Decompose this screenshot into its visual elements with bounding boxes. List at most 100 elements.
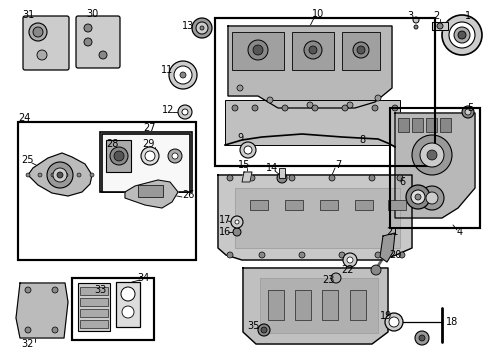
Circle shape xyxy=(33,27,43,37)
Bar xyxy=(80,309,108,317)
Circle shape xyxy=(226,175,232,181)
Bar xyxy=(217,20,432,164)
Circle shape xyxy=(342,253,356,267)
Circle shape xyxy=(282,105,287,111)
Text: 10: 10 xyxy=(311,9,324,19)
Bar xyxy=(260,278,377,333)
Circle shape xyxy=(258,324,269,336)
Bar xyxy=(20,124,195,259)
Circle shape xyxy=(252,45,263,55)
Circle shape xyxy=(26,173,30,177)
Circle shape xyxy=(169,61,197,89)
Circle shape xyxy=(230,216,243,228)
Circle shape xyxy=(47,162,73,188)
Bar xyxy=(138,185,163,197)
Circle shape xyxy=(419,143,443,167)
Circle shape xyxy=(51,173,55,177)
Circle shape xyxy=(436,23,442,29)
Circle shape xyxy=(419,186,443,210)
Text: 7: 7 xyxy=(334,160,341,170)
Text: 32: 32 xyxy=(22,339,34,349)
Text: 26: 26 xyxy=(182,190,194,200)
Bar xyxy=(74,280,154,340)
Circle shape xyxy=(261,327,266,333)
Bar xyxy=(391,110,479,228)
Circle shape xyxy=(192,18,212,38)
Text: 16: 16 xyxy=(219,227,231,237)
Text: 15: 15 xyxy=(237,160,250,170)
Text: 17: 17 xyxy=(218,215,231,225)
Text: 4: 4 xyxy=(456,227,462,237)
Bar xyxy=(389,108,479,228)
Circle shape xyxy=(145,151,155,161)
Text: 23: 23 xyxy=(321,275,333,285)
Circle shape xyxy=(121,287,135,301)
Polygon shape xyxy=(28,153,92,196)
Circle shape xyxy=(398,252,404,258)
Circle shape xyxy=(266,97,272,103)
Circle shape xyxy=(396,175,402,181)
Circle shape xyxy=(414,194,420,200)
Circle shape xyxy=(371,105,377,111)
Bar xyxy=(72,278,154,340)
Circle shape xyxy=(37,50,47,60)
Circle shape xyxy=(374,252,380,258)
Bar xyxy=(411,118,422,132)
Circle shape xyxy=(346,257,352,263)
Circle shape xyxy=(231,105,238,111)
Polygon shape xyxy=(227,26,391,108)
Text: 20: 20 xyxy=(388,250,400,260)
Circle shape xyxy=(237,85,243,91)
Bar xyxy=(80,320,108,328)
Bar xyxy=(231,32,284,70)
Circle shape xyxy=(388,317,398,327)
Bar xyxy=(341,32,379,70)
Circle shape xyxy=(259,252,264,258)
Circle shape xyxy=(84,38,92,46)
Circle shape xyxy=(412,17,418,23)
Circle shape xyxy=(110,147,128,165)
Text: 3: 3 xyxy=(406,11,412,21)
Bar xyxy=(397,118,408,132)
Circle shape xyxy=(244,146,251,154)
Bar xyxy=(294,290,310,320)
Bar xyxy=(100,132,192,192)
Polygon shape xyxy=(394,113,474,218)
Circle shape xyxy=(84,24,92,32)
Circle shape xyxy=(328,175,334,181)
Circle shape xyxy=(174,66,192,84)
Circle shape xyxy=(341,105,347,111)
Circle shape xyxy=(410,190,424,204)
Circle shape xyxy=(180,72,185,78)
Circle shape xyxy=(77,173,81,177)
Text: 8: 8 xyxy=(358,135,365,145)
Circle shape xyxy=(426,150,436,160)
Circle shape xyxy=(235,220,239,224)
Polygon shape xyxy=(242,172,251,182)
Circle shape xyxy=(240,142,256,158)
Circle shape xyxy=(182,109,187,115)
Bar xyxy=(18,122,196,260)
Circle shape xyxy=(418,335,424,341)
Circle shape xyxy=(405,185,429,209)
Circle shape xyxy=(414,331,428,345)
Text: 28: 28 xyxy=(105,139,118,149)
Text: 9: 9 xyxy=(237,133,243,143)
Circle shape xyxy=(308,46,316,54)
Bar xyxy=(389,108,479,228)
Text: 21: 21 xyxy=(385,227,397,237)
Circle shape xyxy=(411,135,451,175)
Text: 6: 6 xyxy=(398,177,404,187)
Circle shape xyxy=(461,106,473,118)
Polygon shape xyxy=(431,22,447,30)
Polygon shape xyxy=(218,175,411,260)
Circle shape xyxy=(247,40,267,60)
Bar xyxy=(387,200,405,210)
Bar xyxy=(102,134,190,192)
Circle shape xyxy=(276,173,286,183)
Circle shape xyxy=(346,102,352,108)
Text: 12: 12 xyxy=(162,105,174,115)
Circle shape xyxy=(29,23,47,41)
Circle shape xyxy=(168,149,182,163)
Circle shape xyxy=(53,168,67,182)
